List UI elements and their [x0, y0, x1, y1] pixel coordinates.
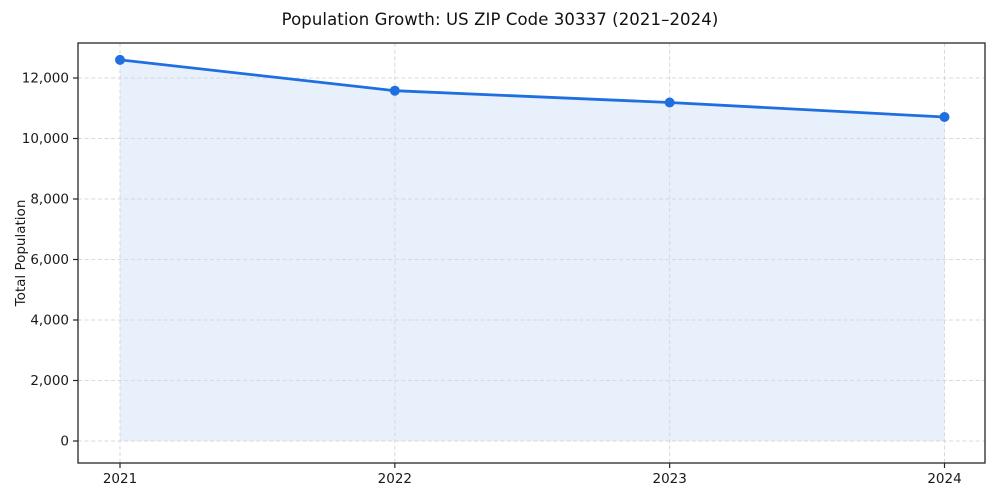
y-tick-label: 10,000: [22, 131, 69, 147]
y-tick-label: 4,000: [30, 313, 69, 329]
data-point-marker: [664, 97, 675, 108]
y-tick-label: 0: [60, 434, 69, 450]
chart-title: Population Growth: US ZIP Code 30337 (20…: [281, 10, 719, 29]
series-line: [118, 58, 946, 119]
y-tick-label: 12,000: [22, 71, 69, 87]
x-tick-label: 2021: [103, 471, 137, 487]
area-fill: [120, 59, 945, 441]
y-tick-label: 8,000: [30, 192, 69, 208]
plot-spines: [77, 42, 986, 464]
x-tick-label: 2023: [652, 471, 686, 487]
data-point-marker: [389, 85, 400, 96]
x-tick-label: 2022: [378, 471, 412, 487]
x-tick-label: 2024: [927, 471, 961, 487]
y-tick-label: 2,000: [30, 373, 69, 389]
data-point-marker: [939, 112, 950, 123]
y-tick-label: 6,000: [30, 252, 69, 268]
data-point-marker: [115, 54, 125, 65]
